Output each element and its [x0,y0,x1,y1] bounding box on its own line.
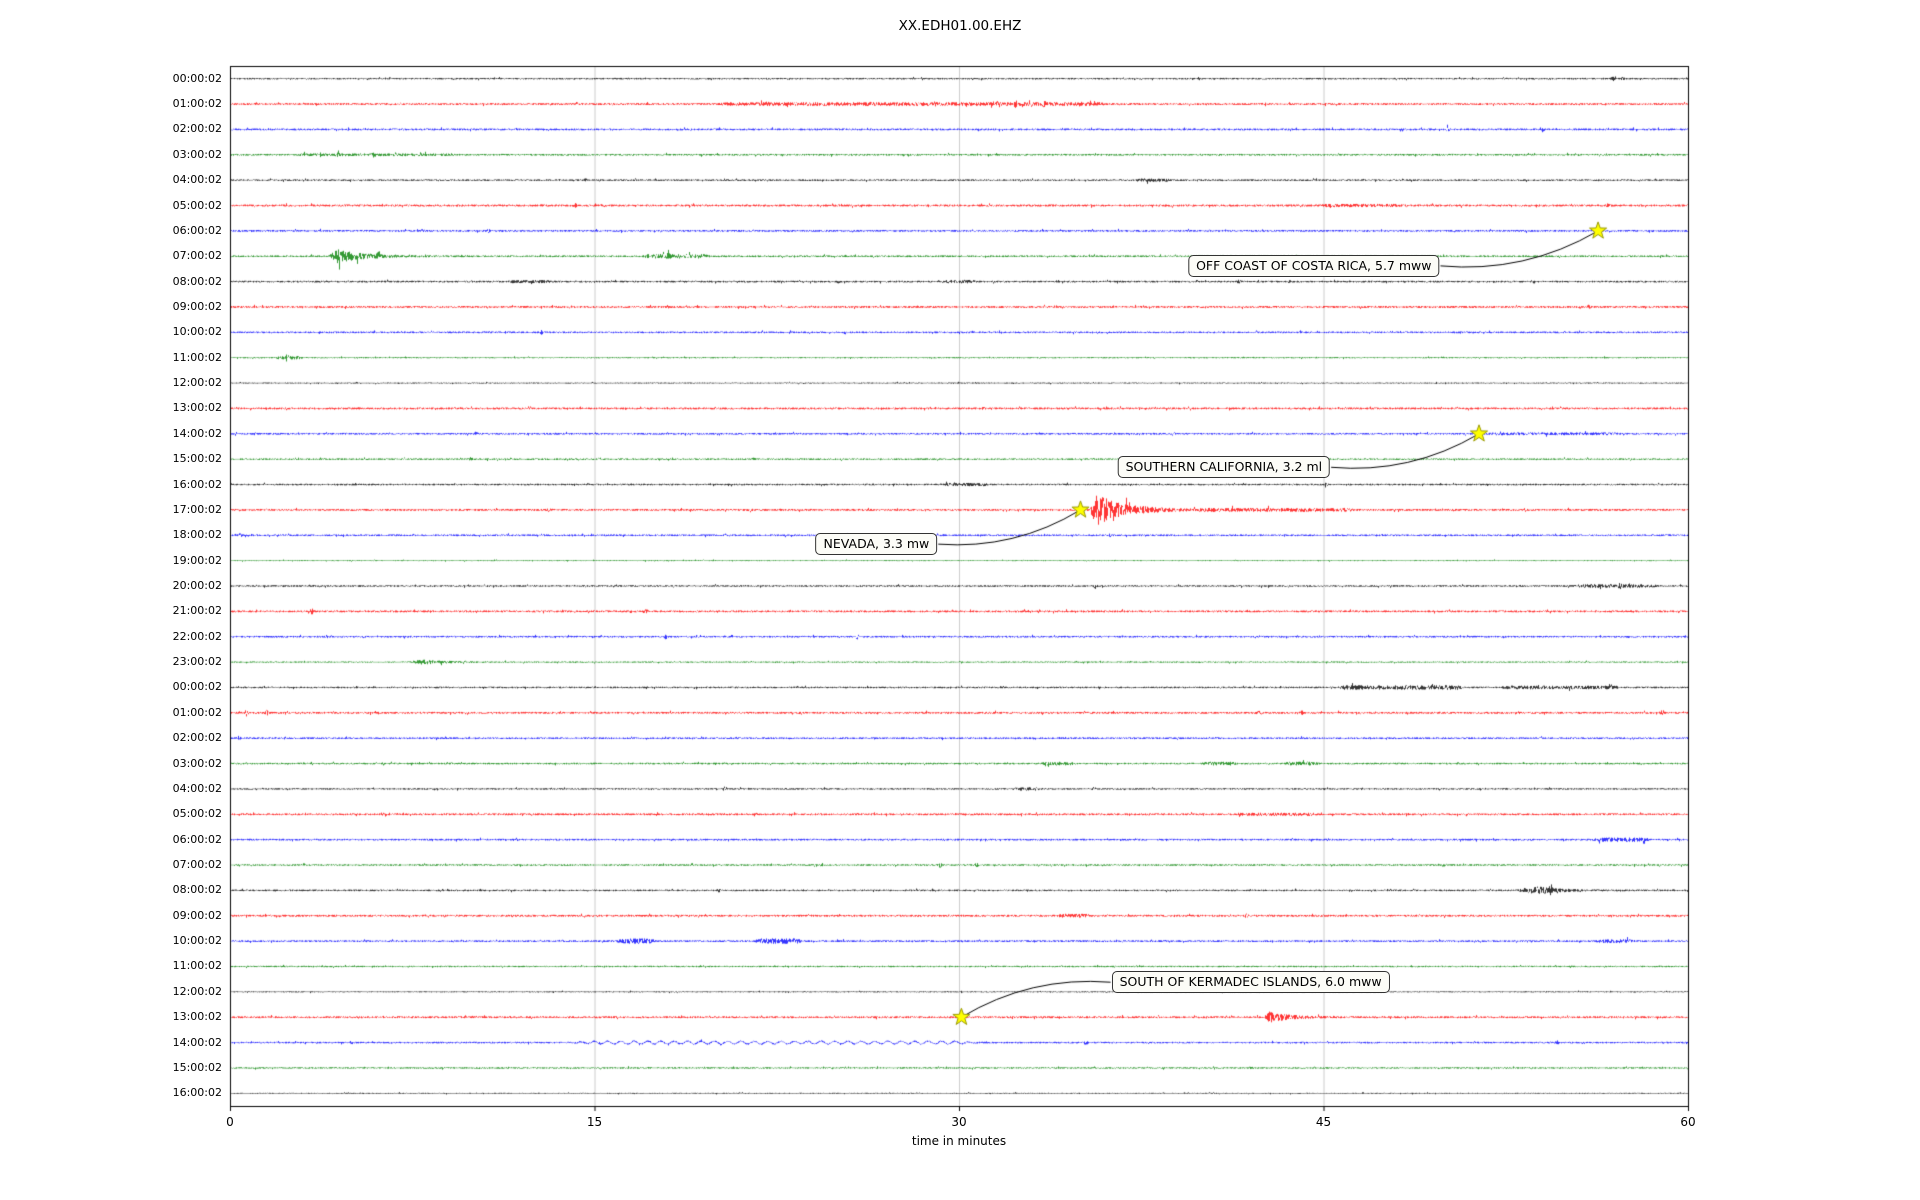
row-time-label: 14:00:02 [172,426,222,440]
event-annotation: OFF COAST OF COSTA RICA, 5.7 mww [1188,254,1440,277]
row-time-label: 03:00:02 [172,756,222,770]
row-time-label: 19:00:02 [172,553,222,567]
row-time-label: 10:00:02 [172,325,222,339]
x-tick-label: 60 [1680,1115,1696,1129]
row-time-label: 09:00:02 [172,908,222,922]
row-time-label: 08:00:02 [172,274,222,288]
row-time-label: 15:00:02 [172,452,222,466]
row-time-label: 12:00:02 [172,376,222,390]
row-time-label: 01:00:02 [172,97,222,111]
row-time-label: 13:00:02 [172,1010,222,1024]
row-time-label: 12:00:02 [172,984,222,998]
row-time-label: 13:00:02 [172,401,222,415]
row-time-label: 07:00:02 [172,858,222,872]
row-time-label: 08:00:02 [172,883,222,897]
row-time-label: 16:00:02 [172,477,222,491]
row-time-label: 04:00:02 [172,173,222,187]
row-time-label: 23:00:02 [172,655,222,669]
row-time-label: 16:00:02 [172,1086,222,1100]
x-tick-label: 15 [586,1115,603,1129]
chart-title: XX.EDH01.00.EHZ [898,18,1022,34]
x-tick-label: 45 [1315,1115,1332,1129]
row-time-label: 09:00:02 [172,299,222,313]
row-time-label: 15:00:02 [172,1060,222,1074]
x-axis-label: time in minutes [911,1134,1007,1148]
row-time-label: 18:00:02 [172,528,222,542]
row-time-label: 00:00:02 [172,680,222,694]
row-time-label: 03:00:02 [172,147,222,161]
x-tick-label: 0 [226,1115,234,1129]
row-time-label: 11:00:02 [172,350,222,364]
row-time-label: 05:00:02 [172,198,222,212]
row-time-label: 14:00:02 [172,1035,222,1049]
row-time-label: 20:00:02 [172,579,222,592]
event-annotation: SOUTH OF KERMADEC ISLANDS, 6.0 mww [1111,971,1390,994]
row-time-label: 06:00:02 [172,832,222,846]
row-time-label: 17:00:02 [172,502,222,516]
row-time-label: 21:00:02 [172,604,222,618]
event-annotation: NEVADA, 3.3 mw [815,533,938,556]
x-tick-label: 30 [951,1115,967,1129]
row-time-label: 07:00:02 [172,249,222,263]
row-time-label: 01:00:02 [172,705,222,719]
event-annotation: SOUTHERN CALIFORNIA, 3.2 ml [1117,456,1331,479]
row-time-label: 06:00:02 [172,223,222,237]
row-time-label: 02:00:02 [172,122,222,136]
row-time-label: 04:00:02 [172,781,222,795]
row-time-label: 02:00:02 [172,731,222,745]
row-time-label: 10:00:02 [172,934,222,948]
row-time-label: 22:00:02 [172,629,222,643]
row-time-label: 05:00:02 [172,807,222,821]
row-time-label: 00:00:02 [172,71,222,85]
row-time-label: 11:00:02 [172,959,222,973]
